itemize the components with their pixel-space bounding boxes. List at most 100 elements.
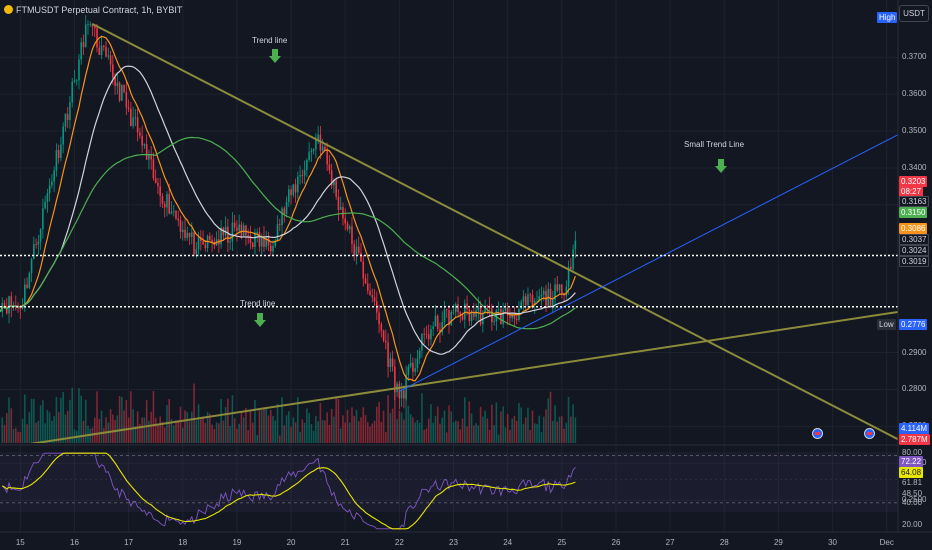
candle	[102, 44, 105, 51]
candle	[529, 292, 532, 303]
candle	[542, 287, 545, 302]
volume-bar	[161, 421, 164, 443]
volume-bar	[317, 421, 319, 443]
trend-line-2[interactable]	[399, 134, 898, 392]
volume-bar	[179, 406, 182, 443]
volume-bar	[303, 422, 306, 443]
ma-fast-label: 0.3086	[899, 223, 928, 234]
candle	[227, 218, 229, 253]
volume-bar	[236, 428, 238, 443]
volume-bar	[513, 416, 516, 443]
time-tick: 15	[15, 538, 25, 547]
candle	[400, 382, 403, 407]
trend-line-0[interactable]	[92, 23, 898, 441]
volume-bar	[220, 398, 222, 443]
candle	[51, 174, 53, 189]
candle	[267, 232, 270, 252]
candle	[536, 291, 538, 302]
candle	[96, 23, 98, 53]
volume-bar	[105, 417, 107, 443]
volume-bar	[333, 416, 335, 443]
volume-bar	[245, 407, 247, 443]
volume-bar	[389, 413, 392, 443]
candle	[256, 228, 259, 243]
candle	[53, 166, 55, 193]
volume-bar	[28, 412, 31, 443]
candle	[500, 308, 502, 325]
volume-bar	[152, 390, 155, 443]
volume-bar	[238, 423, 240, 443]
event-flag-icon[interactable]	[864, 428, 875, 439]
volume-bar	[150, 411, 152, 443]
volume-bar	[348, 422, 351, 443]
candle	[445, 308, 448, 318]
volume-bar	[82, 420, 85, 443]
candle	[233, 214, 236, 232]
candle	[39, 227, 42, 250]
candle	[306, 158, 308, 178]
candle	[391, 350, 394, 372]
candle	[44, 195, 46, 210]
arrow-down-icon	[254, 313, 266, 327]
volume-bar	[364, 415, 367, 443]
time-tick: 29	[773, 538, 783, 547]
candle	[46, 188, 49, 213]
volume-bar	[53, 416, 55, 443]
candle	[125, 81, 128, 115]
volume-bar	[330, 408, 333, 443]
currency-button[interactable]: USDT	[899, 5, 929, 22]
volume-bar	[254, 399, 256, 443]
volume-bar	[130, 391, 132, 443]
candle	[211, 234, 213, 252]
volume-bar	[357, 421, 360, 443]
price-tick: 0.2900	[902, 347, 927, 357]
event-flag-icon[interactable]	[812, 428, 823, 439]
time-tick: 24	[503, 538, 513, 547]
candle	[66, 107, 69, 129]
candle	[513, 306, 516, 327]
candle	[69, 96, 71, 129]
volume-bar	[398, 410, 401, 443]
volume-bar	[515, 420, 518, 443]
volume-bar	[93, 417, 96, 443]
volume-bar	[301, 419, 304, 443]
candle	[310, 147, 313, 162]
candle	[353, 240, 356, 261]
volume-bar	[69, 399, 71, 443]
candle	[188, 232, 191, 245]
volume-bar	[193, 383, 195, 443]
volume-bar	[285, 415, 288, 443]
candle	[312, 148, 315, 155]
volume-bar	[184, 410, 186, 443]
volume-bar	[466, 426, 468, 443]
ma-mid-line	[0, 65, 576, 355]
candle	[242, 222, 245, 237]
candle	[348, 224, 351, 234]
trend-line-1[interactable]	[0, 310, 898, 449]
volume-bar	[123, 410, 125, 443]
volume-bar	[71, 387, 73, 443]
trend-line-label-top: Trend line	[252, 36, 288, 45]
symbol-header[interactable]: FTMUSDT Perpetual Contract, 1h, BYBIT	[4, 5, 182, 15]
volume-bar	[518, 402, 520, 443]
candle	[421, 333, 423, 358]
candle	[193, 230, 195, 257]
volume-bar	[522, 423, 525, 443]
candle	[57, 144, 60, 164]
volume-bar	[46, 409, 49, 443]
volume-bar	[423, 429, 425, 443]
volume-bar	[324, 420, 326, 443]
volume-bar	[272, 415, 274, 443]
volume-bar	[102, 427, 105, 443]
volume-bar	[495, 402, 498, 443]
candle	[148, 149, 150, 170]
candle	[448, 305, 450, 334]
time-tick: 25	[557, 538, 567, 547]
volume-bar	[488, 429, 491, 443]
volume-bar	[37, 420, 40, 443]
volume-bar	[308, 412, 310, 443]
candle	[502, 302, 504, 328]
candle	[60, 136, 62, 162]
volume-bar	[21, 418, 24, 443]
